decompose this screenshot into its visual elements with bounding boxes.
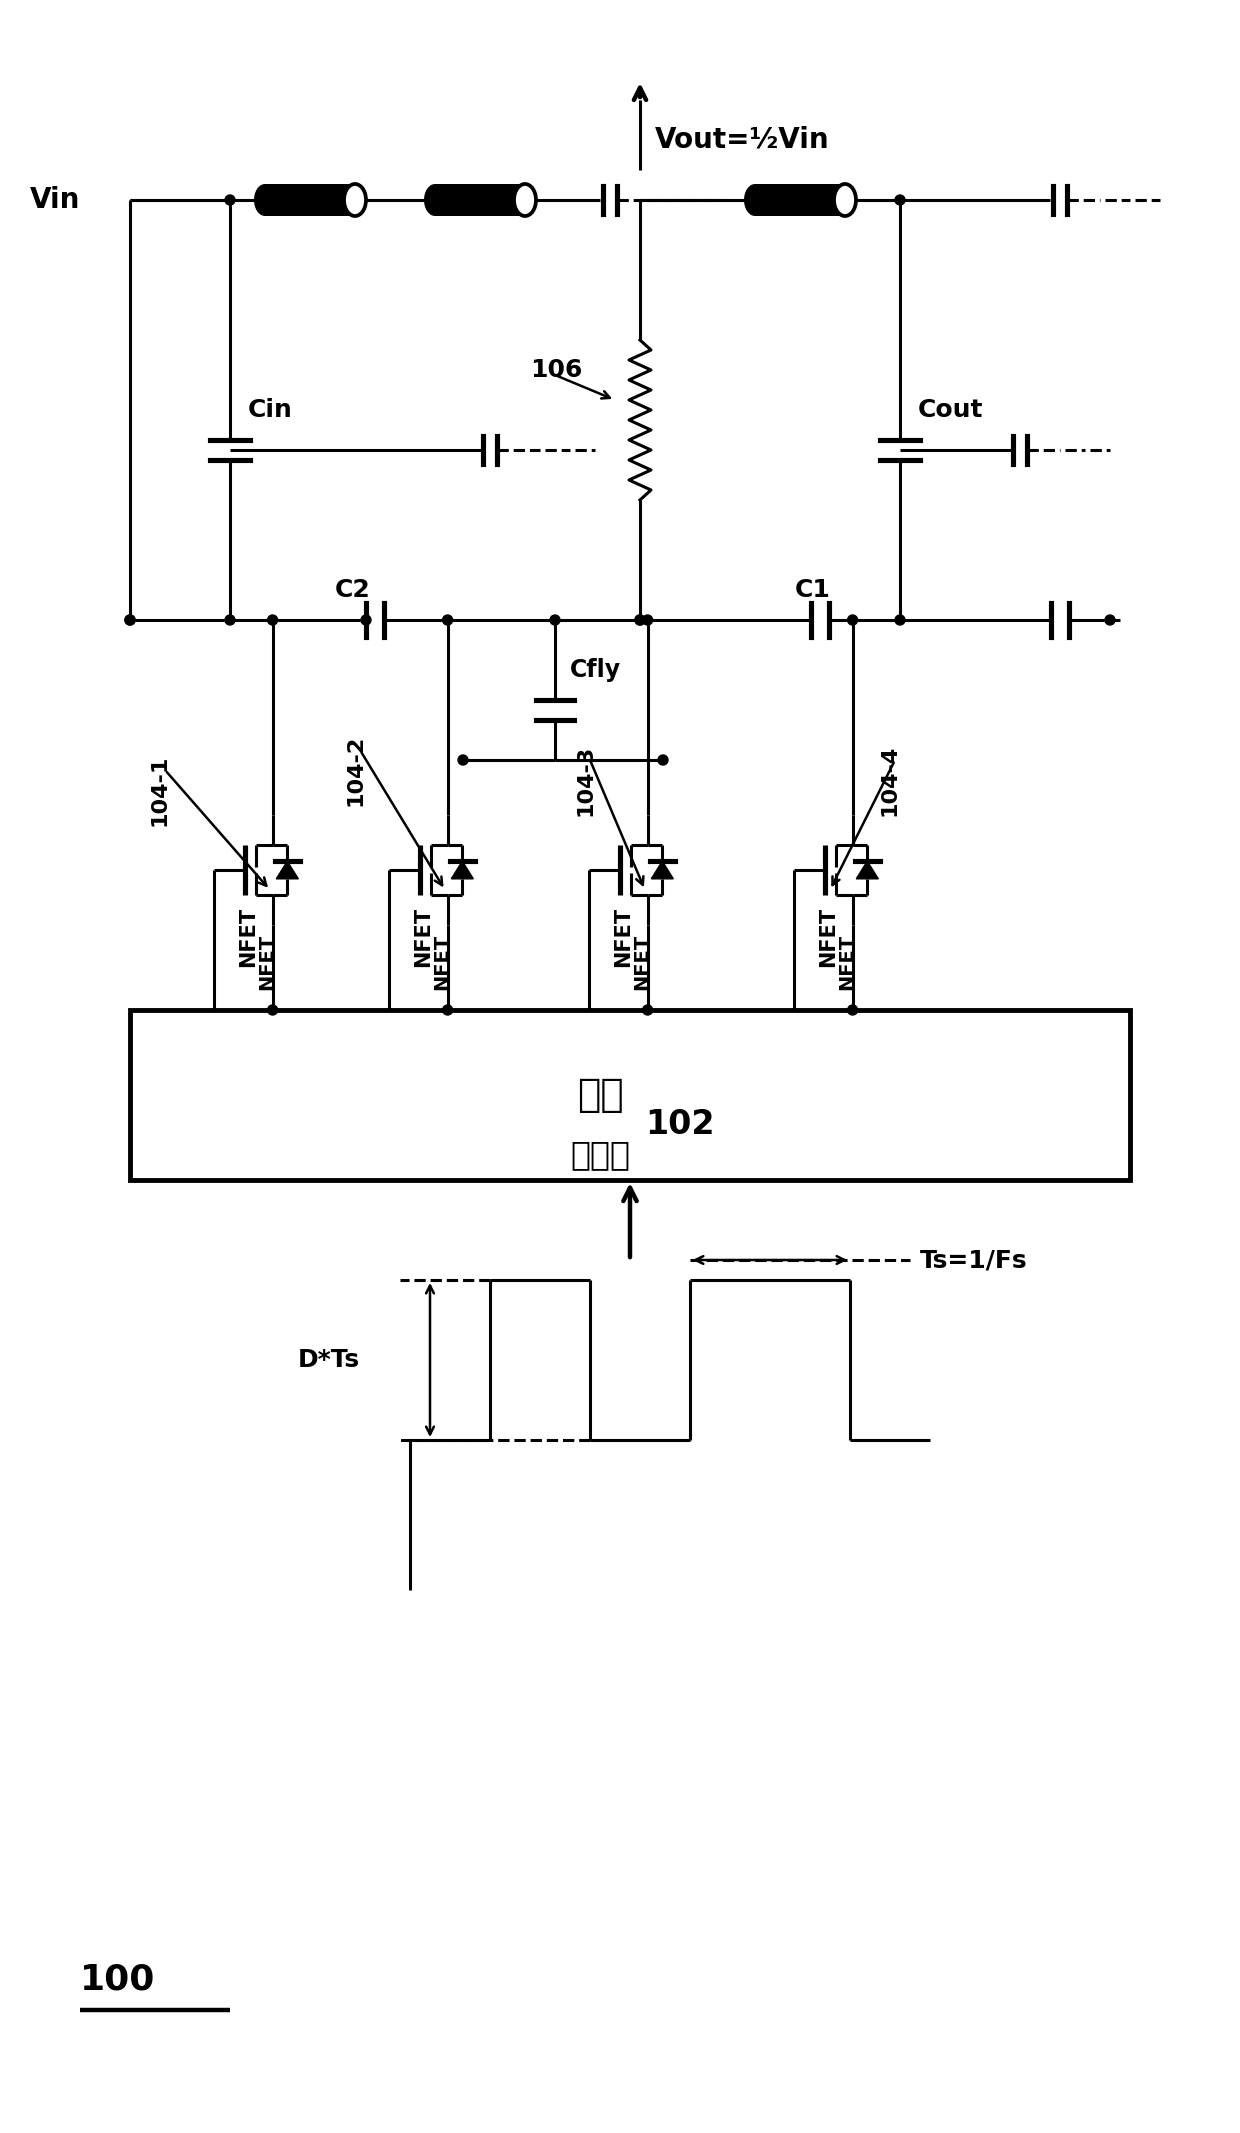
- Text: 100: 100: [81, 1962, 155, 1996]
- Circle shape: [361, 614, 371, 625]
- Text: D*Ts: D*Ts: [298, 1348, 360, 1372]
- Circle shape: [1105, 614, 1115, 625]
- Circle shape: [268, 614, 278, 625]
- Text: NFET: NFET: [818, 907, 838, 966]
- Text: Cfly: Cfly: [570, 657, 621, 683]
- Ellipse shape: [424, 183, 446, 215]
- Text: NFET: NFET: [413, 907, 433, 966]
- Circle shape: [125, 614, 135, 625]
- Circle shape: [895, 614, 905, 625]
- Text: 102: 102: [645, 1109, 714, 1141]
- Polygon shape: [451, 862, 474, 879]
- Text: NFET: NFET: [613, 907, 632, 966]
- Text: 104-1: 104-1: [150, 755, 170, 825]
- Circle shape: [635, 614, 645, 625]
- Text: Vin: Vin: [30, 186, 81, 213]
- Polygon shape: [277, 862, 299, 879]
- Text: NFET: NFET: [632, 934, 651, 990]
- Polygon shape: [651, 862, 673, 879]
- Circle shape: [268, 1005, 278, 1015]
- Text: NFET: NFET: [258, 934, 277, 990]
- Circle shape: [551, 614, 560, 625]
- Text: Cout: Cout: [918, 399, 983, 422]
- Ellipse shape: [254, 183, 277, 215]
- Text: 104-2: 104-2: [345, 734, 365, 806]
- Text: 栌极: 栌极: [577, 1075, 624, 1113]
- Text: Ts=1/Fs: Ts=1/Fs: [920, 1248, 1028, 1271]
- Circle shape: [443, 1005, 453, 1015]
- Circle shape: [443, 614, 453, 625]
- Circle shape: [848, 1005, 858, 1015]
- Text: C1: C1: [795, 578, 831, 602]
- Circle shape: [658, 755, 668, 766]
- Text: 驱动器: 驱动器: [570, 1139, 630, 1171]
- Bar: [755, 183, 844, 215]
- Bar: [265, 183, 355, 215]
- Bar: [435, 183, 525, 215]
- Circle shape: [125, 614, 135, 625]
- Text: NFET: NFET: [837, 934, 857, 990]
- Ellipse shape: [835, 183, 856, 215]
- Circle shape: [642, 1005, 652, 1015]
- Polygon shape: [857, 862, 878, 879]
- Circle shape: [642, 614, 652, 625]
- Circle shape: [224, 614, 236, 625]
- Text: 106: 106: [529, 358, 583, 382]
- Text: 104-4: 104-4: [880, 744, 900, 815]
- Text: Vout=½Vin: Vout=½Vin: [655, 126, 830, 154]
- Circle shape: [895, 194, 905, 205]
- Text: Cin: Cin: [248, 399, 293, 422]
- Ellipse shape: [744, 183, 766, 215]
- Circle shape: [635, 614, 645, 625]
- Circle shape: [848, 614, 858, 625]
- Circle shape: [224, 194, 236, 205]
- Text: 104-3: 104-3: [575, 744, 595, 815]
- Circle shape: [458, 755, 467, 766]
- Text: NFET: NFET: [433, 934, 451, 990]
- Ellipse shape: [515, 183, 536, 215]
- Bar: [130, 1011, 1130, 1180]
- Text: NFET: NFET: [238, 907, 258, 966]
- Text: C2: C2: [335, 578, 371, 602]
- Ellipse shape: [343, 183, 366, 215]
